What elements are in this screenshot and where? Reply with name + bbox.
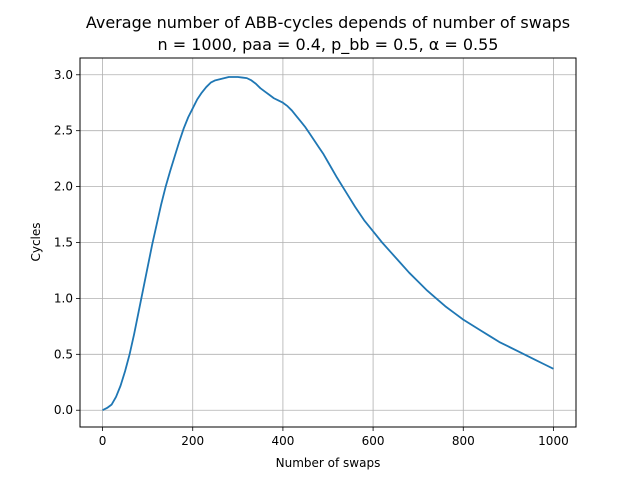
- y-tick-label: 0.0: [54, 403, 73, 417]
- y-tick-label: 1.0: [54, 291, 73, 305]
- chart-title: Average number of ABB-cycles depends of …: [86, 13, 570, 32]
- y-tick-label: 2.5: [54, 124, 73, 138]
- x-tick-label: 1000: [538, 434, 569, 448]
- x-axis: 0 200 400 600 800 1000: [99, 427, 569, 448]
- series-line: [102, 76, 554, 412]
- y-tick-label: 1.5: [54, 236, 73, 250]
- x-axis-label: Number of swaps: [276, 456, 381, 470]
- y-axis: 0.0 0.5 1.0 1.5 2.0 2.5 3.0: [54, 68, 80, 417]
- y-tick-label: 3.0: [54, 68, 73, 82]
- chart-subtitle: n = 1000, paa = 0.4, p_bb = 0.5, α = 0.5…: [158, 35, 499, 55]
- y-axis-label: Cycles: [29, 222, 43, 261]
- x-tick-label: 800: [452, 434, 475, 448]
- y-tick-label: 2.0: [54, 180, 73, 194]
- grid-lines: [80, 58, 576, 427]
- y-tick-label: 0.5: [54, 347, 73, 361]
- x-tick-label: 200: [181, 434, 204, 448]
- x-tick-label: 600: [362, 434, 385, 448]
- x-tick-label: 0: [99, 434, 107, 448]
- x-tick-label: 400: [271, 434, 294, 448]
